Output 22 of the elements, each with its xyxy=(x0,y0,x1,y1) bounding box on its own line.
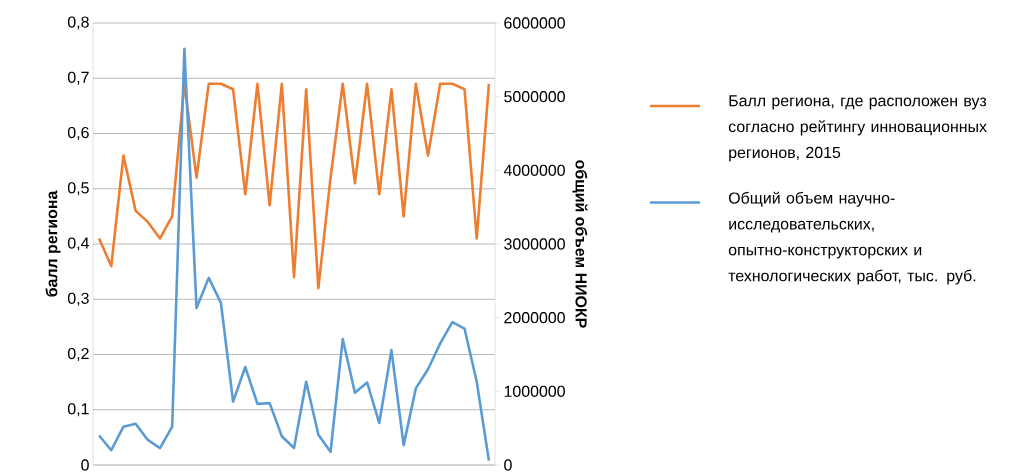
y2-axis-title: общий объем НИОКР xyxy=(572,160,588,328)
legend-label: Балл региона, где расположен вуз согласно рейтингу инновационных регионов, 2015 xyxy=(728,95,987,162)
y-tick-label: 0,7 xyxy=(67,71,89,85)
y2-tick-label: 5000000 xyxy=(504,91,565,103)
y-tick-label: 0,6 xyxy=(67,126,89,141)
y-tick-label: 0,5 xyxy=(67,182,89,196)
y2-tick-label: 1000000 xyxy=(504,385,565,397)
y2-tick-label: 3000000 xyxy=(504,238,565,250)
y2-tick-label: 4000000 xyxy=(503,164,565,176)
y-axis-title: балл региона xyxy=(45,190,61,297)
y-tick-label: 0,4 xyxy=(67,237,90,251)
legend-label: Общий объем научно-исследовательских, опытно-конструкторских и технологических работ, тыс. руб. xyxy=(728,191,976,285)
y2-tick-label: 2000000 xyxy=(504,312,565,324)
line-series xyxy=(97,47,491,462)
y-tick-label: 0,8 xyxy=(67,16,89,30)
y-tick-label: 0,2 xyxy=(67,347,89,362)
y2-tick-label: 6000000 xyxy=(504,17,565,29)
y-tick-label: 0,1 xyxy=(67,403,89,417)
line-series xyxy=(97,82,491,290)
y-tick-label: 0,3 xyxy=(67,292,89,306)
y2-tick-label: 0 xyxy=(504,459,512,471)
y-tick-label: 0 xyxy=(81,459,89,471)
